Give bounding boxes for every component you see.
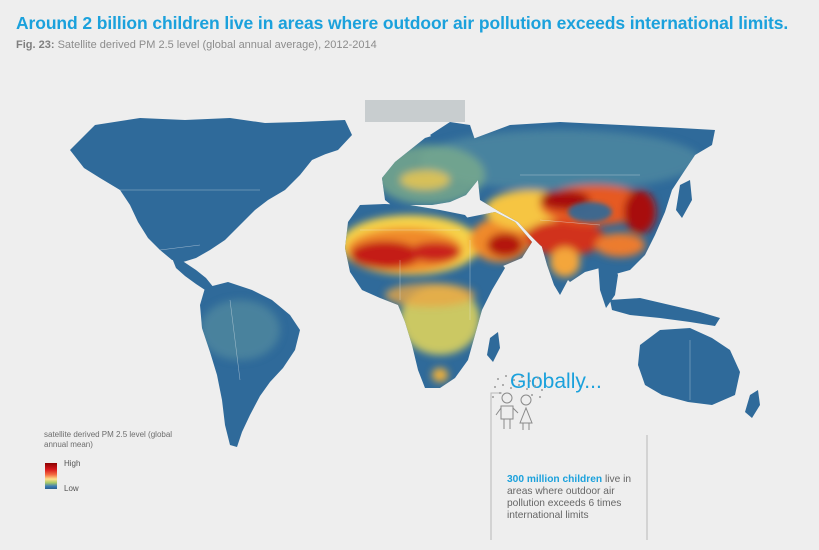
figure-label: Fig. 23: — [16, 39, 55, 51]
callout-highlight: 300 million children — [507, 474, 603, 485]
callout-text: 300 million children live in areas where… — [507, 474, 642, 522]
legend-low-label: Low — [64, 484, 79, 493]
two-children-icon — [492, 375, 543, 430]
page-title: Around 2 billion children live in areas … — [16, 13, 789, 33]
figure-caption: Fig. 23: Satellite derived PM 2.5 level … — [16, 39, 377, 51]
country-borders — [120, 174, 691, 400]
callout-body: live in areas where outdoor air pollutio… — [507, 474, 632, 521]
arctic-region — [365, 100, 465, 122]
continents — [70, 118, 760, 447]
callout-heading: Globally... — [510, 370, 602, 393]
legend-high-label: High — [64, 459, 81, 468]
legend-color-scale — [45, 463, 57, 489]
globally-callout: Globally... 300 million children live in… — [490, 370, 648, 541]
legend-title: satellite derived PM 2.5 level (global a… — [44, 430, 173, 449]
figure-caption-text: Satellite derived PM 2.5 level (global a… — [57, 39, 377, 51]
callout-frame — [490, 392, 648, 540]
